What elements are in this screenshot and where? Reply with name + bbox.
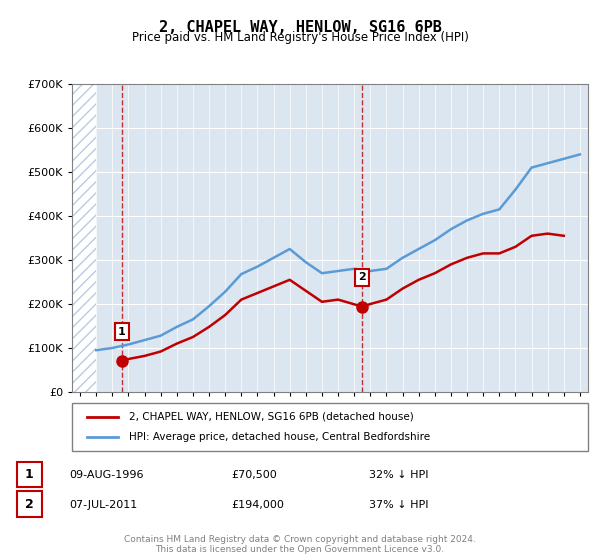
Text: HPI: Average price, detached house, Central Bedfordshire: HPI: Average price, detached house, Cent… bbox=[129, 432, 430, 442]
Bar bbox=[72, 84, 96, 392]
Text: Price paid vs. HM Land Registry's House Price Index (HPI): Price paid vs. HM Land Registry's House … bbox=[131, 31, 469, 44]
Text: 2: 2 bbox=[358, 272, 366, 282]
FancyBboxPatch shape bbox=[17, 491, 42, 517]
Text: 2: 2 bbox=[25, 498, 34, 511]
FancyBboxPatch shape bbox=[72, 403, 588, 451]
Text: £194,000: £194,000 bbox=[231, 500, 284, 510]
Text: 32% ↓ HPI: 32% ↓ HPI bbox=[369, 470, 428, 480]
Text: Contains HM Land Registry data © Crown copyright and database right 2024.
This d: Contains HM Land Registry data © Crown c… bbox=[124, 535, 476, 554]
Text: 2, CHAPEL WAY, HENLOW, SG16 6PB (detached house): 2, CHAPEL WAY, HENLOW, SG16 6PB (detache… bbox=[129, 412, 413, 422]
Text: 2, CHAPEL WAY, HENLOW, SG16 6PB: 2, CHAPEL WAY, HENLOW, SG16 6PB bbox=[158, 20, 442, 35]
Text: 1: 1 bbox=[118, 327, 126, 337]
Text: 37% ↓ HPI: 37% ↓ HPI bbox=[369, 500, 428, 510]
FancyBboxPatch shape bbox=[17, 462, 42, 487]
Text: 09-AUG-1996: 09-AUG-1996 bbox=[70, 470, 144, 480]
Text: 07-JUL-2011: 07-JUL-2011 bbox=[70, 500, 138, 510]
Text: £70,500: £70,500 bbox=[231, 470, 277, 480]
Text: 1: 1 bbox=[25, 468, 34, 481]
